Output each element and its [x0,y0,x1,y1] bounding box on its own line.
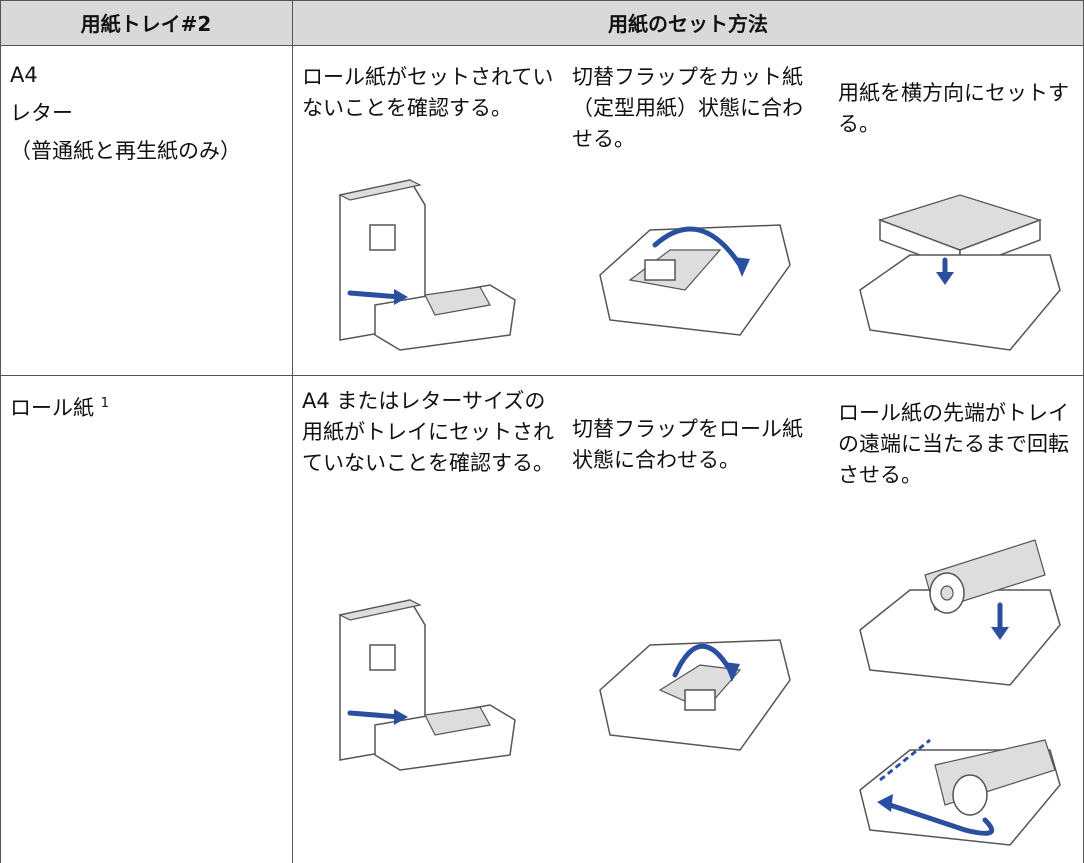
tray-label: レター [10,101,73,125]
printer-illustration [338,599,516,771]
printer-illustration [338,179,516,351]
header-cell: 用紙トレイ#2 [0,0,292,45]
step-text: ロール紙の先端がトレイの遠端に当たるまで回転させる。 [838,401,1069,487]
rule [0,375,1084,376]
step-text: 切替フラップをカット紙（定型用紙）状態に合わせる。 [572,65,803,151]
footnote-ref: 1 [100,396,109,411]
roll-illustration [859,539,1061,686]
tray-label: ロール紙 [10,396,94,420]
tray-illustration [599,639,791,751]
step-text: ロール紙がセットされていないことを確認する。 [302,65,554,120]
rule [292,0,293,863]
tray-label: （普通紙と再生紙のみ） [10,139,241,163]
step-text: 用紙を横方向にセットする。 [838,81,1069,136]
step-text: 切替フラップをロール紙状態に合わせる。 [572,417,803,472]
roll-illustration [859,738,1061,846]
rule [0,45,1084,46]
tray-illustration [599,224,791,336]
rule [0,0,1084,1]
tray-cell: ロール紙 1 [10,388,285,424]
tray-cell: A4 レター （普通紙と再生紙のみ） [10,56,285,170]
tray-illustration [859,194,1061,351]
rule [0,0,1,863]
tray-label: A4 [10,63,38,87]
step-text: A4 またはレターサイズの用紙がトレイにセットされていないことを確認する。 [302,389,554,475]
header-cell: 用紙のセット方法 [292,0,1084,45]
